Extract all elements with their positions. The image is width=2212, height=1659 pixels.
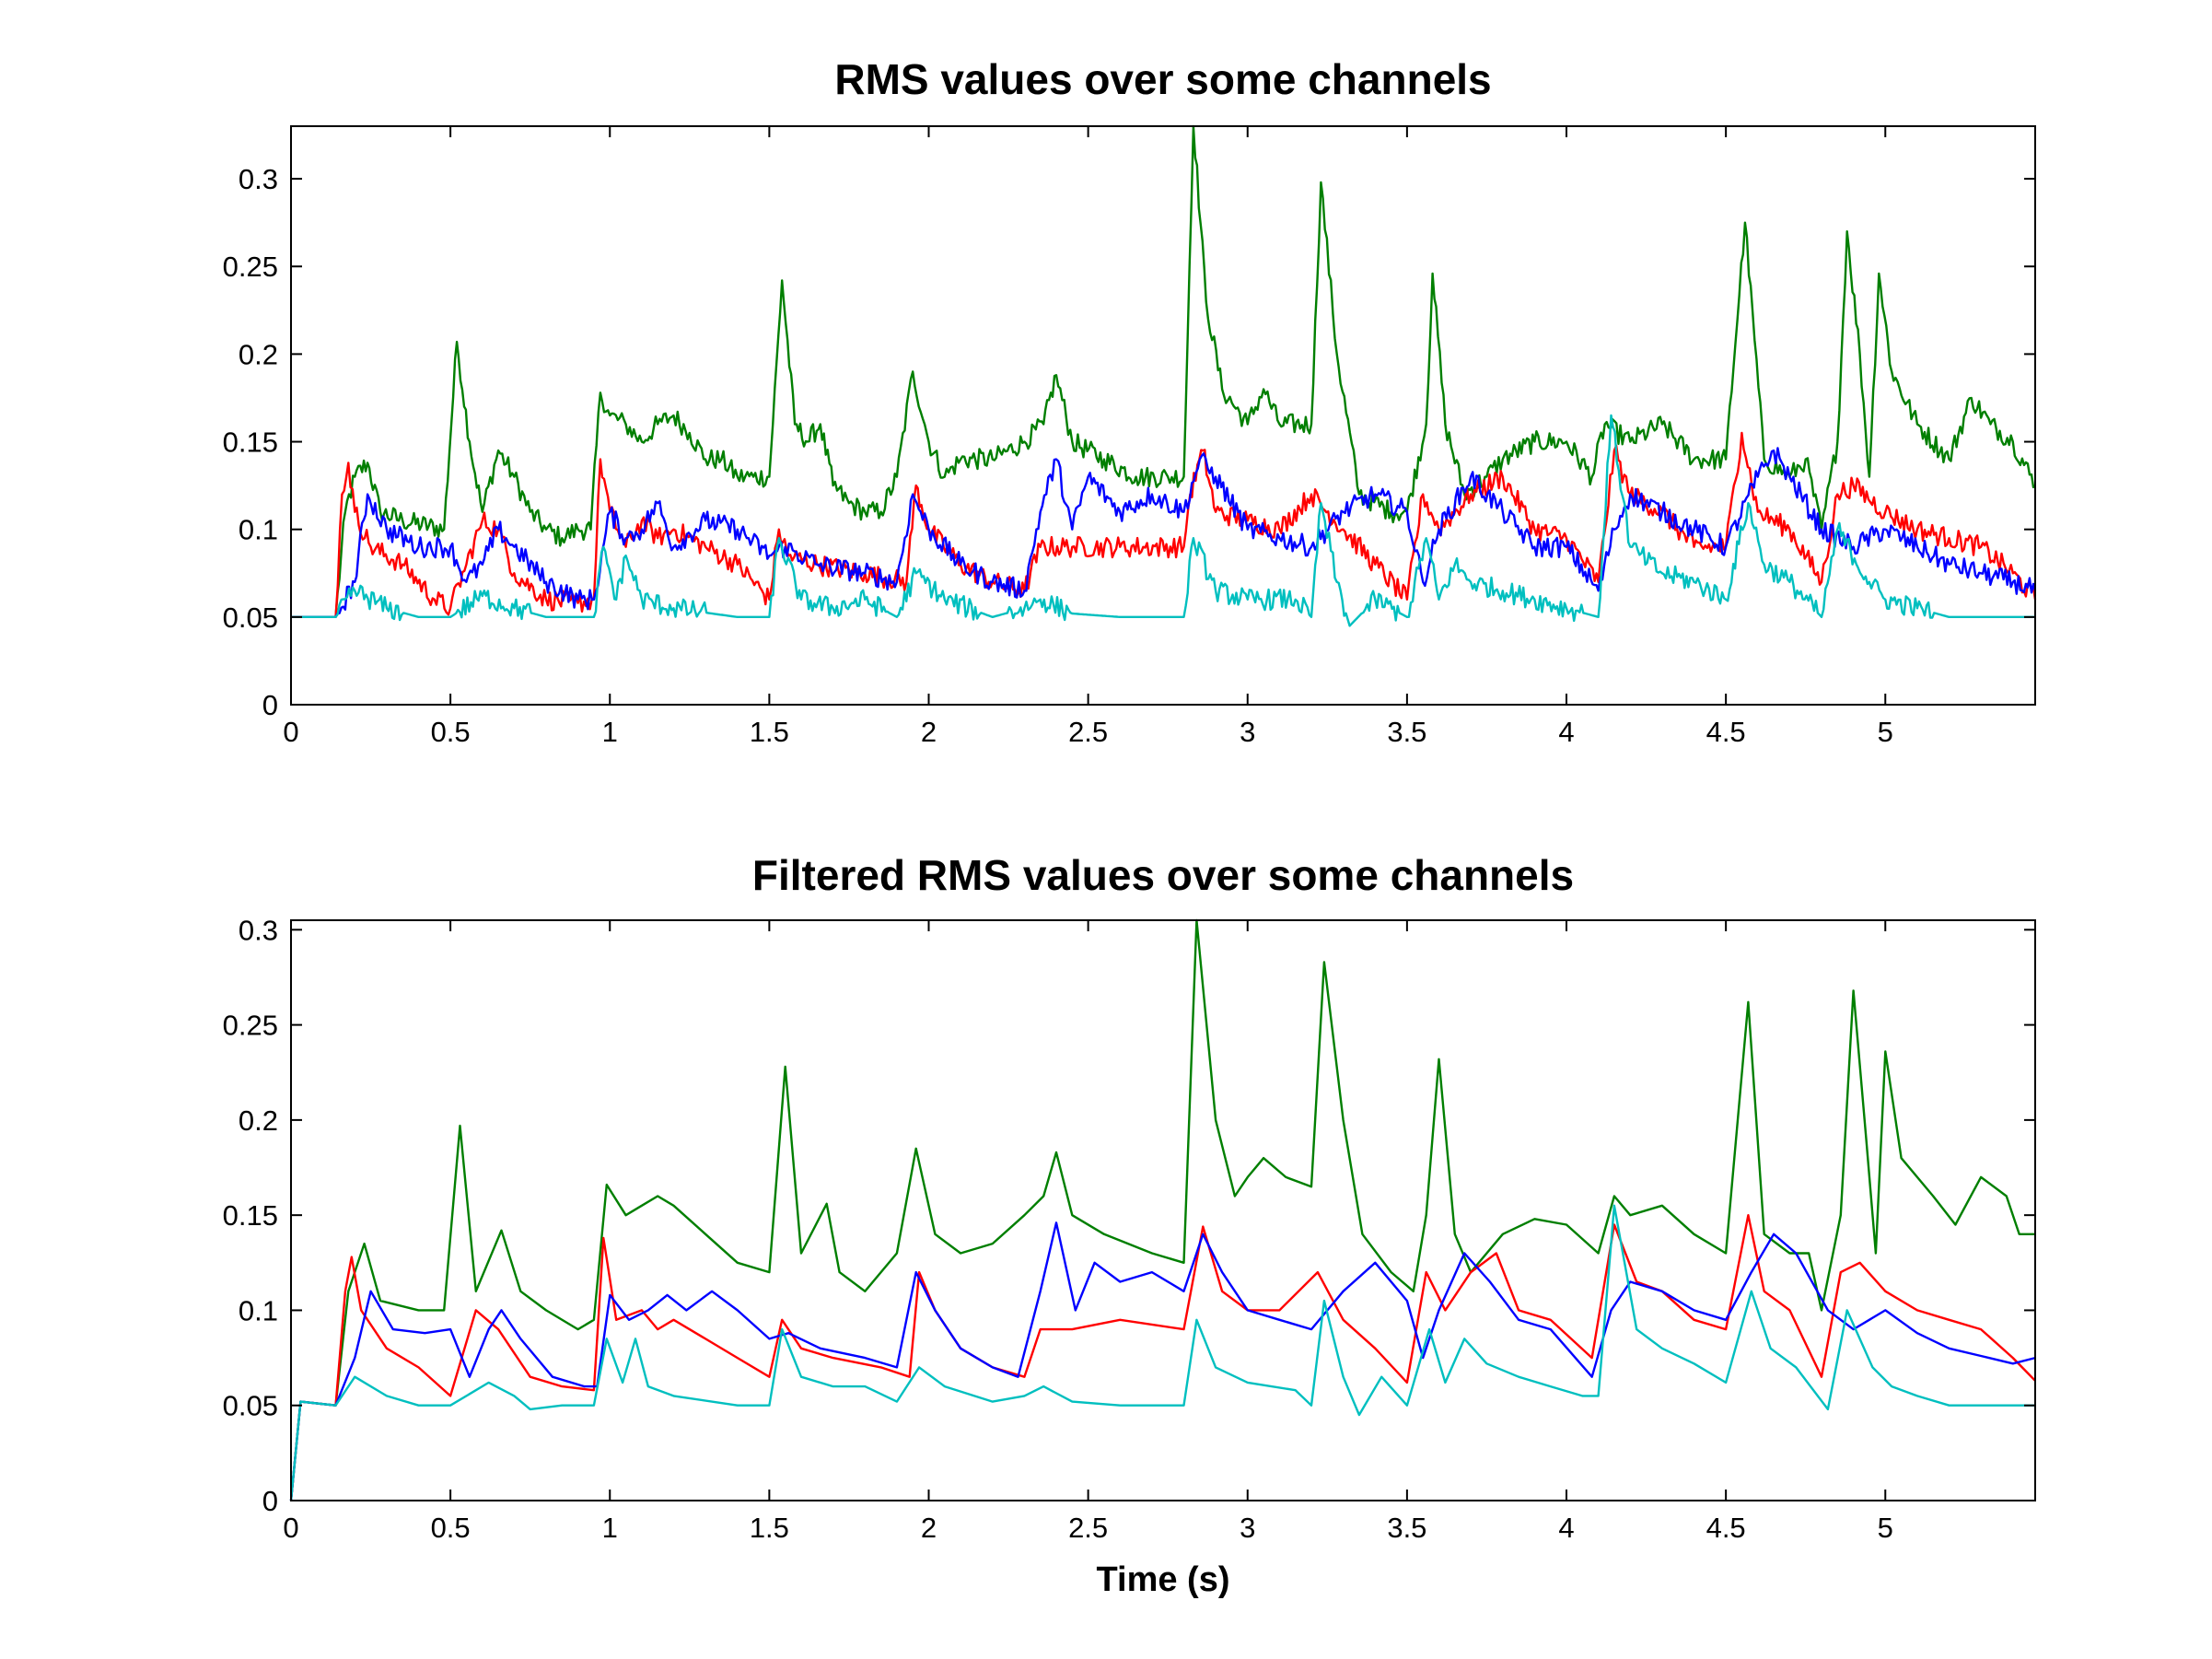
- top-x-tick-label: 3: [1240, 716, 1255, 748]
- bottom-series-4-line: [289, 1204, 2035, 1501]
- bottom-plot-series-group: [289, 918, 2036, 1501]
- bottom-plot-title: Filtered RMS values over some channels: [752, 851, 1574, 899]
- x-axis-label: Time (s): [1096, 1560, 1229, 1599]
- bottom-plot-frame: [290, 919, 2036, 1501]
- bottom-x-tick-label: 0: [283, 1512, 298, 1544]
- bottom-series-3-line: [289, 1221, 2036, 1501]
- bottom-x-tick-label: 2: [921, 1512, 937, 1544]
- bottom-plot-panel: Filtered RMS values over some channels 0…: [223, 851, 2036, 1599]
- top-series-3-line: [291, 447, 2037, 618]
- top-x-tick-label: 1.5: [750, 716, 789, 748]
- bottom-y-tick-label: 0.2: [239, 1104, 278, 1137]
- top-x-tick-label: 0.5: [431, 716, 471, 748]
- top-plot-series-group: [291, 124, 2037, 627]
- bottom-y-tick-label: 0.05: [223, 1390, 278, 1422]
- bottom-y-tick-label: 0.15: [223, 1199, 278, 1232]
- top-series-1-line: [291, 124, 2036, 618]
- bottom-x-tick-label: 1: [602, 1512, 618, 1544]
- top-plot-title: RMS values over some channels: [834, 55, 1491, 103]
- top-x-tick-label: 3.5: [1387, 716, 1426, 748]
- top-y-tick-label: 0.2: [239, 338, 278, 370]
- bottom-y-tick-label: 0: [262, 1485, 278, 1517]
- top-x-tick-label: 1: [602, 716, 618, 748]
- bottom-x-tick-label: 4: [1558, 1512, 1574, 1544]
- top-y-tick-label: 0.3: [239, 163, 278, 195]
- top-y-tick-label: 0.25: [223, 251, 278, 283]
- bottom-y-tick-label: 0.3: [239, 914, 278, 946]
- top-series-2-line: [291, 431, 2037, 618]
- bottom-plot-axes: 0 0.5 1 1.5 2 2.5 3 3.5 4 4.5 5 0 0.05 0.1 0.15 0.2 0.25…: [223, 914, 2035, 1544]
- top-y-tick-label: 0.05: [223, 602, 278, 634]
- top-series-4-line: [291, 414, 2035, 627]
- top-y-tick-label: 0.1: [239, 514, 278, 546]
- top-y-tick-label: 0: [262, 689, 278, 721]
- top-plot-frame: [290, 125, 2036, 706]
- bottom-series-1-line: [289, 918, 2035, 1501]
- bottom-x-tick-label: 1.5: [750, 1512, 789, 1544]
- bottom-x-tick-label: 3.5: [1387, 1512, 1426, 1544]
- bottom-x-tick-label: 3: [1240, 1512, 1255, 1544]
- top-x-tick-label: 4.5: [1706, 716, 1746, 748]
- top-x-tick-label: 2.5: [1068, 716, 1108, 748]
- bottom-x-tick-label: 2.5: [1068, 1512, 1108, 1544]
- bottom-y-tick-label: 0.25: [223, 1010, 278, 1042]
- bottom-x-tick-label: 5: [1878, 1512, 1893, 1544]
- bottom-x-tick-label: 0.5: [431, 1512, 471, 1544]
- top-x-tick-label: 4: [1558, 716, 1574, 748]
- top-x-tick-label: 2: [921, 716, 937, 748]
- top-plot-axes: 0 0.5 1 1.5 2 2.5 3 3.5 4 4.5 5 0 0.05 0.1 0.15 0.2 0.25…: [223, 126, 2035, 748]
- bottom-y-tick-label: 0.1: [239, 1294, 278, 1326]
- bottom-series-2-line: [289, 1214, 2036, 1501]
- top-x-tick-label: 5: [1878, 716, 1893, 748]
- top-y-tick-label: 0.15: [223, 426, 278, 459]
- top-x-tick-label: 0: [283, 716, 298, 748]
- top-plot-panel: RMS values over some channels 0 0.5 1 1.5 2 2…: [223, 55, 2037, 748]
- bottom-x-tick-label: 4.5: [1706, 1512, 1746, 1544]
